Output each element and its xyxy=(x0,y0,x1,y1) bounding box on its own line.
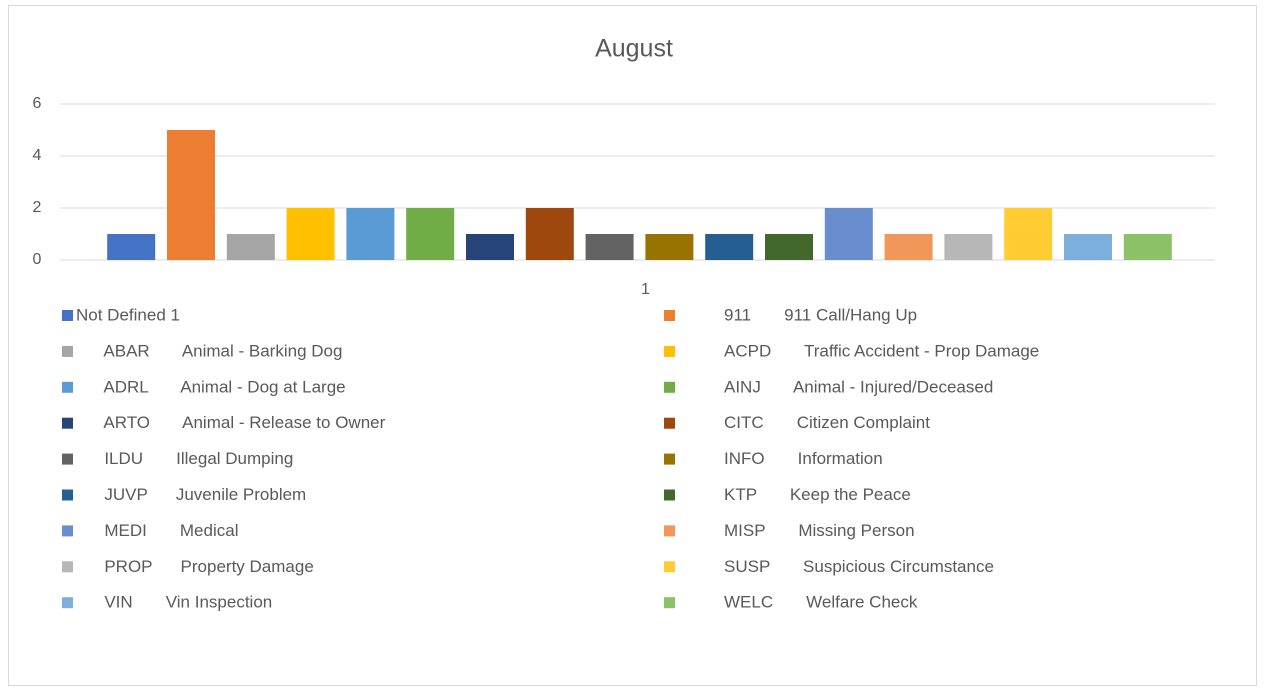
legend-label: PROP Property Damage xyxy=(76,557,314,576)
bar xyxy=(346,208,395,260)
legend-swatch xyxy=(664,381,675,393)
legend-swatch xyxy=(664,561,675,573)
bar xyxy=(645,234,694,260)
chart-frame xyxy=(8,5,1257,686)
legend-swatch xyxy=(62,489,73,501)
legend-swatch xyxy=(62,381,73,393)
legend-swatch xyxy=(664,525,675,537)
bar xyxy=(705,234,754,260)
legend-label: SUSP Suspicious Circumstance xyxy=(724,557,994,576)
legend-swatch xyxy=(62,561,73,573)
bar xyxy=(1004,208,1053,260)
legend-label: JUVP Juvenile Problem xyxy=(76,485,306,504)
legend-swatch xyxy=(664,453,675,465)
legend-swatch xyxy=(664,489,675,501)
bar xyxy=(466,234,514,260)
bar xyxy=(406,208,455,260)
legend-label: AINJ Animal - Injured/Deceased xyxy=(724,377,993,396)
legend-label: WELC Welfare Check xyxy=(724,593,918,612)
bar xyxy=(765,234,813,260)
legend-swatch xyxy=(62,525,73,537)
legend-swatch xyxy=(62,345,73,357)
bar xyxy=(525,208,574,260)
y-tick-label: 2 xyxy=(33,199,42,216)
legend-label: ARTO Animal - Release to Owner xyxy=(76,413,386,432)
legend-swatch xyxy=(664,345,675,357)
legend-label: Not Defined 1 xyxy=(76,305,180,324)
legend-swatch xyxy=(664,310,675,321)
legend-label: ILDU Illegal Dumping xyxy=(76,449,293,468)
legend-label: ABAR Animal - Barking Dog xyxy=(76,341,342,360)
legend-swatch xyxy=(62,453,73,465)
bar xyxy=(824,208,873,260)
legend-label: ADRL Animal - Dog at Large xyxy=(76,377,346,396)
bar xyxy=(107,234,156,260)
legend-label: ACPD Traffic Accident - Prop Damage xyxy=(724,341,1039,360)
y-tick-label: 0 xyxy=(33,251,42,268)
y-tick-label: 4 xyxy=(33,147,42,164)
legend-label: 911 911 Call/Hang Up xyxy=(724,305,917,324)
bar xyxy=(944,234,993,260)
legend-label: INFO Information xyxy=(724,449,883,468)
bar xyxy=(884,234,933,260)
legend-label: MISP Missing Person xyxy=(724,521,915,540)
bar xyxy=(1064,234,1112,260)
y-tick-label: 6 xyxy=(33,95,42,112)
bar xyxy=(167,130,215,260)
legend-label: VIN Vin Inspection xyxy=(76,593,272,612)
x-tick-label: 1 xyxy=(641,281,650,298)
bar xyxy=(585,234,634,260)
legend-label: MEDI Medical xyxy=(76,521,238,540)
legend-swatch xyxy=(664,597,675,609)
legend-swatch xyxy=(62,417,73,429)
legend-swatch xyxy=(62,310,73,321)
legend-label: CITC Citizen Complaint xyxy=(724,413,930,432)
bar xyxy=(1123,234,1172,260)
bar xyxy=(226,234,275,260)
legend-swatch xyxy=(664,417,675,429)
legend-label: KTP Keep the Peace xyxy=(724,485,911,504)
chart-title: August xyxy=(595,35,673,63)
legend-swatch xyxy=(62,597,73,609)
bar xyxy=(286,208,335,260)
